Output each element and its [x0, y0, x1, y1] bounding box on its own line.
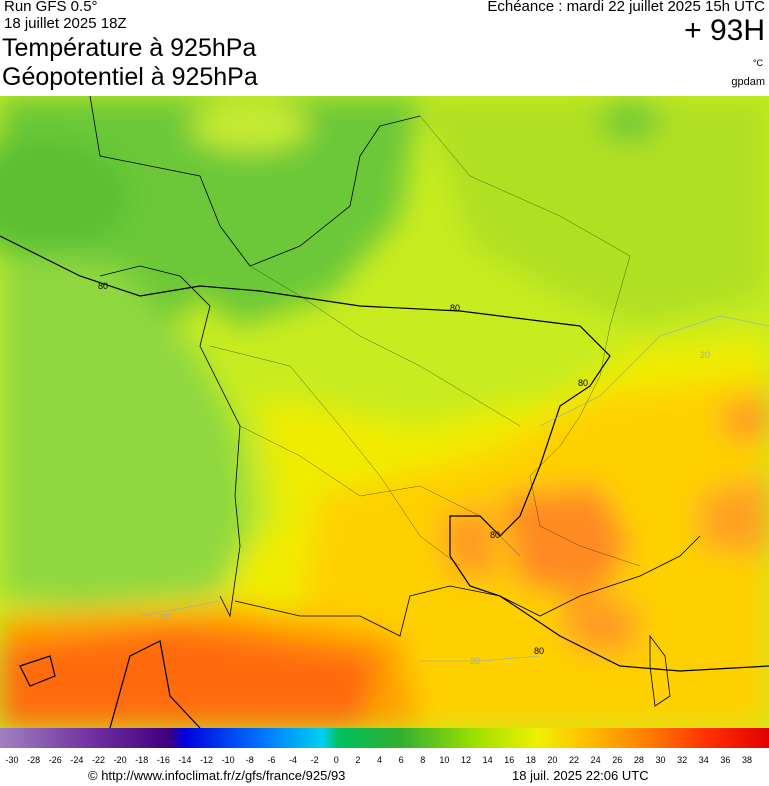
- unit-temperature: °C: [752, 58, 763, 68]
- run-label: Run GFS 0.5°: [4, 0, 98, 15]
- contour-label: 80: [534, 646, 544, 656]
- colorbar-label: 12: [461, 755, 471, 765]
- colorbar-label: -26: [49, 755, 62, 765]
- colorbar-label: 6: [399, 755, 404, 765]
- colorbar-labels: -30 -28 -26 -24 -22 -20 -18 -16 -14 -12 -10 -8 -6 -4-…: [5, 755, 752, 765]
- unit-geopotential: gpdam: [731, 76, 765, 88]
- geopotential-contour: [0, 235, 769, 728]
- contour-label: 80: [450, 303, 460, 313]
- generated-time: 18 juil. 2025 22:06 UTC: [512, 768, 649, 783]
- colorbar-label: 16: [504, 755, 514, 765]
- colorbar-label: 14: [483, 755, 493, 765]
- contour-label: 20: [470, 656, 480, 666]
- lead-time: + 93H: [684, 14, 765, 47]
- title-geopotential: Géopotentiel à 925hPa: [2, 63, 258, 91]
- colorbar-label: -2: [311, 755, 319, 765]
- source-url: © http://www.infoclimat.fr/z/gfs/france/…: [88, 768, 346, 783]
- colorbar-label: -30: [5, 755, 18, 765]
- colorbar-label: -28: [27, 755, 40, 765]
- colorbar-label: -24: [70, 755, 83, 765]
- colorbar-label: -10: [222, 755, 235, 765]
- contour-label: 80: [98, 281, 108, 291]
- colorbar-label: -12: [200, 755, 213, 765]
- colorbar-label: 4: [377, 755, 382, 765]
- colorbar-label: 38: [742, 755, 752, 765]
- colorbar-label: 36: [720, 755, 730, 765]
- colorbar-label: -8: [246, 755, 254, 765]
- contour-label: 80: [490, 530, 500, 540]
- colorbar-label: 30: [656, 755, 666, 765]
- colorbar-label: 26: [612, 755, 622, 765]
- colorbar-label: -14: [178, 755, 191, 765]
- contour-label: 20: [700, 350, 710, 360]
- colorbar-label: -18: [135, 755, 148, 765]
- colorbar-label: -16: [157, 755, 170, 765]
- colorbar-label: -4: [289, 755, 297, 765]
- colorbar-label: 18: [526, 755, 536, 765]
- colorbar-label: 34: [699, 755, 709, 765]
- run-date: 18 juillet 2025 18Z: [4, 15, 127, 32]
- colorbar-label: 32: [677, 755, 687, 765]
- valid-time: Echéance : mardi 22 juillet 2025 15h UTC: [487, 0, 765, 15]
- contour-label: 80: [578, 378, 588, 388]
- colorbar-label: 0: [334, 755, 339, 765]
- contour-label: 20: [160, 612, 170, 622]
- colorbar-label: 10: [439, 755, 449, 765]
- colorbar-label: 24: [591, 755, 601, 765]
- map: 80 80 80 80 80 20 20 20: [0, 96, 769, 728]
- colorbar-label: 22: [569, 755, 579, 765]
- colorbar-label: 20: [547, 755, 557, 765]
- colorbar-label: -6: [267, 755, 275, 765]
- colorbar-label: -22: [92, 755, 105, 765]
- colorbar: [0, 728, 769, 748]
- colorbar-label: 28: [634, 755, 644, 765]
- contour-labels: 80 80 80 80 80 20 20 20: [98, 281, 710, 666]
- colorbar-label: 8: [420, 755, 425, 765]
- title-temperature: Température à 925hPa: [2, 34, 257, 62]
- temperature-contour: [139, 315, 769, 662]
- colorbar-label: -20: [114, 755, 127, 765]
- colorbar-label: 2: [355, 755, 360, 765]
